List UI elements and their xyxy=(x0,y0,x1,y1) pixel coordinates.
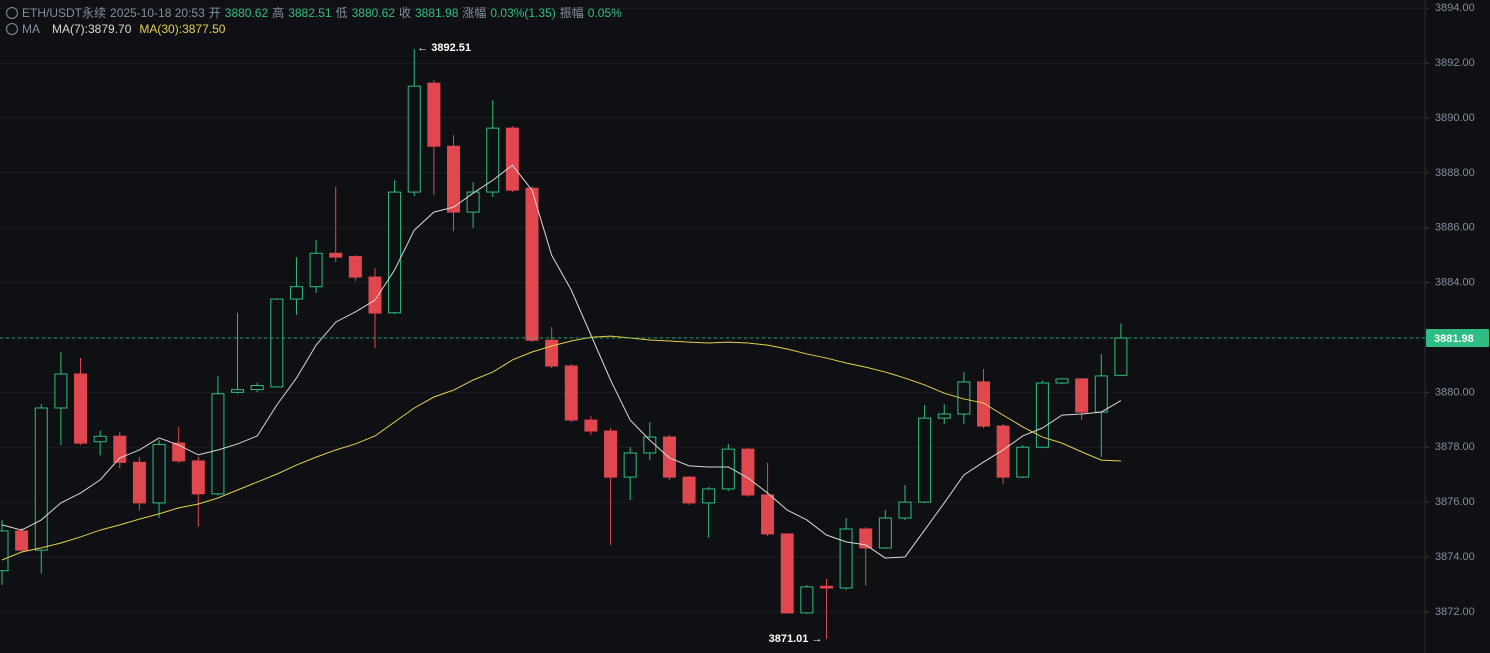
candle-body xyxy=(289,286,303,300)
field-value: 3881.98 xyxy=(415,6,459,20)
header: ETH/USDT永续 2025-10-18 20:53 开 3880.62 高 3882.… xyxy=(6,4,630,21)
candle-body xyxy=(545,339,559,367)
candle-body xyxy=(564,365,578,421)
field-value: 0.05% xyxy=(587,6,622,20)
y-tick-label: 3880.00 xyxy=(1435,386,1475,398)
candle-body xyxy=(839,528,853,589)
candle-body xyxy=(368,276,382,314)
candle-body xyxy=(1016,446,1030,478)
symbol: ETH/USDT永续 xyxy=(22,6,107,20)
field-label: 低 xyxy=(335,6,348,20)
indicator-label: MA xyxy=(22,22,40,36)
field-label: 收 xyxy=(398,6,411,20)
candle-body xyxy=(250,384,264,391)
candle-body xyxy=(132,461,146,504)
ma-legend: MA(7):3879.70 MA(30):3877.50 xyxy=(52,22,233,36)
y-tick-label: 3876.00 xyxy=(1435,496,1475,508)
y-tick-label: 3874.00 xyxy=(1435,551,1475,563)
candle-body xyxy=(604,430,618,478)
candle-body xyxy=(427,82,441,147)
candle-body xyxy=(721,448,735,490)
candle-body xyxy=(741,448,755,496)
time: 2025-10-18 20:53 xyxy=(110,6,205,20)
candle-body xyxy=(270,298,284,388)
y-tick-label: 3872.00 xyxy=(1435,606,1475,618)
candle-body xyxy=(682,476,696,504)
indicator-legend: MA MA(7):3879.70 MA(30):3877.50 xyxy=(6,22,237,36)
ma-line xyxy=(1,335,1121,561)
candle-body xyxy=(309,252,323,288)
candle-body xyxy=(407,85,421,193)
y-tick-label: 3886.00 xyxy=(1435,222,1475,234)
y-tick-label: 3890.00 xyxy=(1435,112,1475,124)
candle-body xyxy=(977,381,990,427)
y-tick-label: 3884.00 xyxy=(1435,277,1475,289)
y-tick-label: 3894.00 xyxy=(1435,2,1475,14)
candle-body xyxy=(93,435,107,443)
candle-body xyxy=(937,413,951,419)
candle-body xyxy=(34,407,48,551)
candle-body xyxy=(329,252,343,258)
candle-body xyxy=(898,501,912,519)
candle-body xyxy=(819,585,833,589)
candle-body xyxy=(1035,382,1049,448)
candle-body xyxy=(113,435,127,463)
y-tick-label: 3878.00 xyxy=(1435,441,1475,453)
candle-body xyxy=(172,442,186,462)
candle-body xyxy=(623,452,637,478)
candle-body xyxy=(231,389,245,393)
y-tick-label: 3888.00 xyxy=(1435,167,1475,179)
candle-body xyxy=(780,533,794,614)
last-price-box xyxy=(1426,329,1489,348)
candle-body xyxy=(1094,375,1108,413)
candle-body xyxy=(1114,337,1128,376)
field-label: 振幅 xyxy=(559,6,584,20)
field-value: 3880.62 xyxy=(351,6,395,20)
candle-body xyxy=(505,127,519,191)
candle-body xyxy=(918,417,932,503)
candle-body xyxy=(152,443,166,504)
field-value: 3880.62 xyxy=(224,6,269,20)
candle-body xyxy=(1055,378,1069,384)
annotation: ← 3892.51 xyxy=(417,42,471,54)
collapse-icon[interactable] xyxy=(6,7,18,19)
field-label: 涨幅 xyxy=(462,6,487,20)
candle-body xyxy=(191,460,205,495)
candle-body xyxy=(388,191,402,314)
candle-body xyxy=(878,517,892,549)
candle-body xyxy=(662,436,676,478)
candle-body xyxy=(15,530,29,551)
field-value: 3882.51 xyxy=(288,6,332,20)
candle-body xyxy=(54,373,68,409)
candle-body xyxy=(957,381,971,415)
ma-line xyxy=(1,164,1122,559)
candle-body xyxy=(466,191,480,213)
candle-body xyxy=(211,393,225,495)
candle-body xyxy=(525,187,539,341)
fields: 开 3880.62 高 3882.51 低 3880.62 收 3881.98 涨幅 0.03%(… xyxy=(209,6,626,20)
candle-body xyxy=(446,145,460,213)
candle-body xyxy=(996,425,1010,478)
field-value: 0.03%(1.35) xyxy=(490,6,556,20)
legend-entry: MA(30):3877.50 xyxy=(139,22,226,36)
candle-body xyxy=(0,530,9,572)
candle-body xyxy=(584,419,598,432)
candle-body xyxy=(74,373,88,444)
candle-body xyxy=(702,488,716,504)
candle-body xyxy=(348,256,362,278)
legend-entry: MA(7):3879.70 xyxy=(52,22,132,36)
y-tick-label: 3892.00 xyxy=(1435,57,1475,69)
indicator-icon[interactable] xyxy=(6,23,18,35)
candle-body xyxy=(761,494,775,535)
candle-body xyxy=(1075,378,1089,413)
candle-body xyxy=(486,127,500,193)
annotation: 3871.01 → xyxy=(769,633,823,645)
field-label: 开 xyxy=(208,6,221,20)
candle-body xyxy=(859,528,873,549)
last-price-label: 3881.98 xyxy=(1434,333,1474,345)
field-label: 高 xyxy=(272,6,285,20)
candle-body xyxy=(800,586,814,614)
